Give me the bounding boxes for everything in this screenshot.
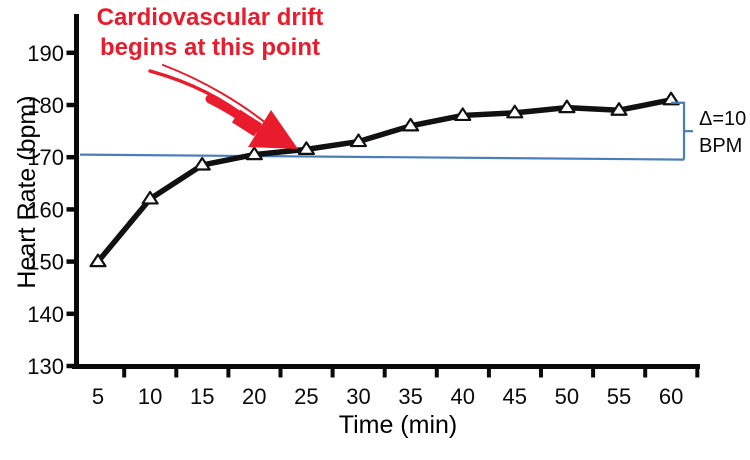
y-tick-label: 170: [27, 145, 64, 170]
x-tick-label: 5: [92, 384, 104, 409]
y-axis-title: Heart Rate (bpm): [13, 95, 41, 289]
y-tick-label: 180: [27, 93, 64, 118]
x-tick-label: 35: [398, 384, 422, 409]
x-tick-label: 25: [294, 384, 318, 409]
y-tick-label: 140: [27, 302, 64, 327]
x-tick-label: 20: [242, 384, 266, 409]
drift-arrow-body-thick: [231, 109, 263, 137]
x-tick-label: 30: [346, 384, 370, 409]
data-point-marker: [610, 102, 628, 116]
drift-annotation-line1: Cardiovascular drift: [96, 4, 324, 31]
data-point-marker: [89, 253, 107, 268]
drift-arrow: [148, 64, 298, 149]
reference-line: [79, 153, 685, 161]
drift-arrow-head: [248, 110, 298, 149]
x-tick-label: 45: [503, 384, 527, 409]
data-point-marker: [141, 190, 159, 205]
axis-tick-labels: 190 180 170 160 150 140 130 5 10 15 20 25 30 35 40 45 50…: [27, 41, 683, 409]
data-point-marker: [297, 141, 315, 155]
data-point-marker: [454, 107, 472, 122]
x-tick-label: 60: [659, 384, 683, 409]
y-tick-label: 190: [27, 41, 64, 66]
heart-rate-line: [95, 97, 674, 265]
heart-rate-series: [89, 91, 680, 268]
axes: [72, 14, 700, 369]
drift-annotation: Cardiovascular drift begins at this poin…: [78, 3, 342, 63]
y-tick-label: 150: [27, 250, 64, 275]
drift-arrow-edge: [162, 64, 268, 125]
axis-ticks: [66, 50, 700, 378]
y-tick-label: 130: [27, 354, 64, 379]
x-tick-label: 40: [450, 384, 474, 409]
delta-bracket-group: [671, 101, 693, 160]
data-point-marker: [349, 133, 368, 148]
drift-annotation-line2: begins at this point: [100, 34, 320, 61]
x-axis-title: Time (min): [338, 411, 458, 439]
data-point-marker: [662, 91, 680, 106]
data-point-marker: [193, 156, 211, 171]
delta-label: Δ=10 BPM: [699, 106, 746, 160]
data-point-marker: [245, 146, 263, 161]
data-point-marker: [506, 104, 524, 119]
data-point-marker: [558, 99, 576, 114]
delta-label-line2: BPM: [699, 135, 743, 157]
delta-label-line1: Δ=10: [699, 108, 747, 130]
x-tick-label: 55: [607, 384, 631, 409]
x-tick-label: 50: [555, 384, 579, 409]
reference-line-group: [79, 153, 685, 161]
delta-bracket: [671, 101, 686, 160]
data-point-marker: [402, 117, 420, 132]
x-tick-label: 15: [190, 384, 214, 409]
y-tick-label: 160: [27, 197, 64, 222]
x-tick-label: 10: [138, 384, 162, 409]
